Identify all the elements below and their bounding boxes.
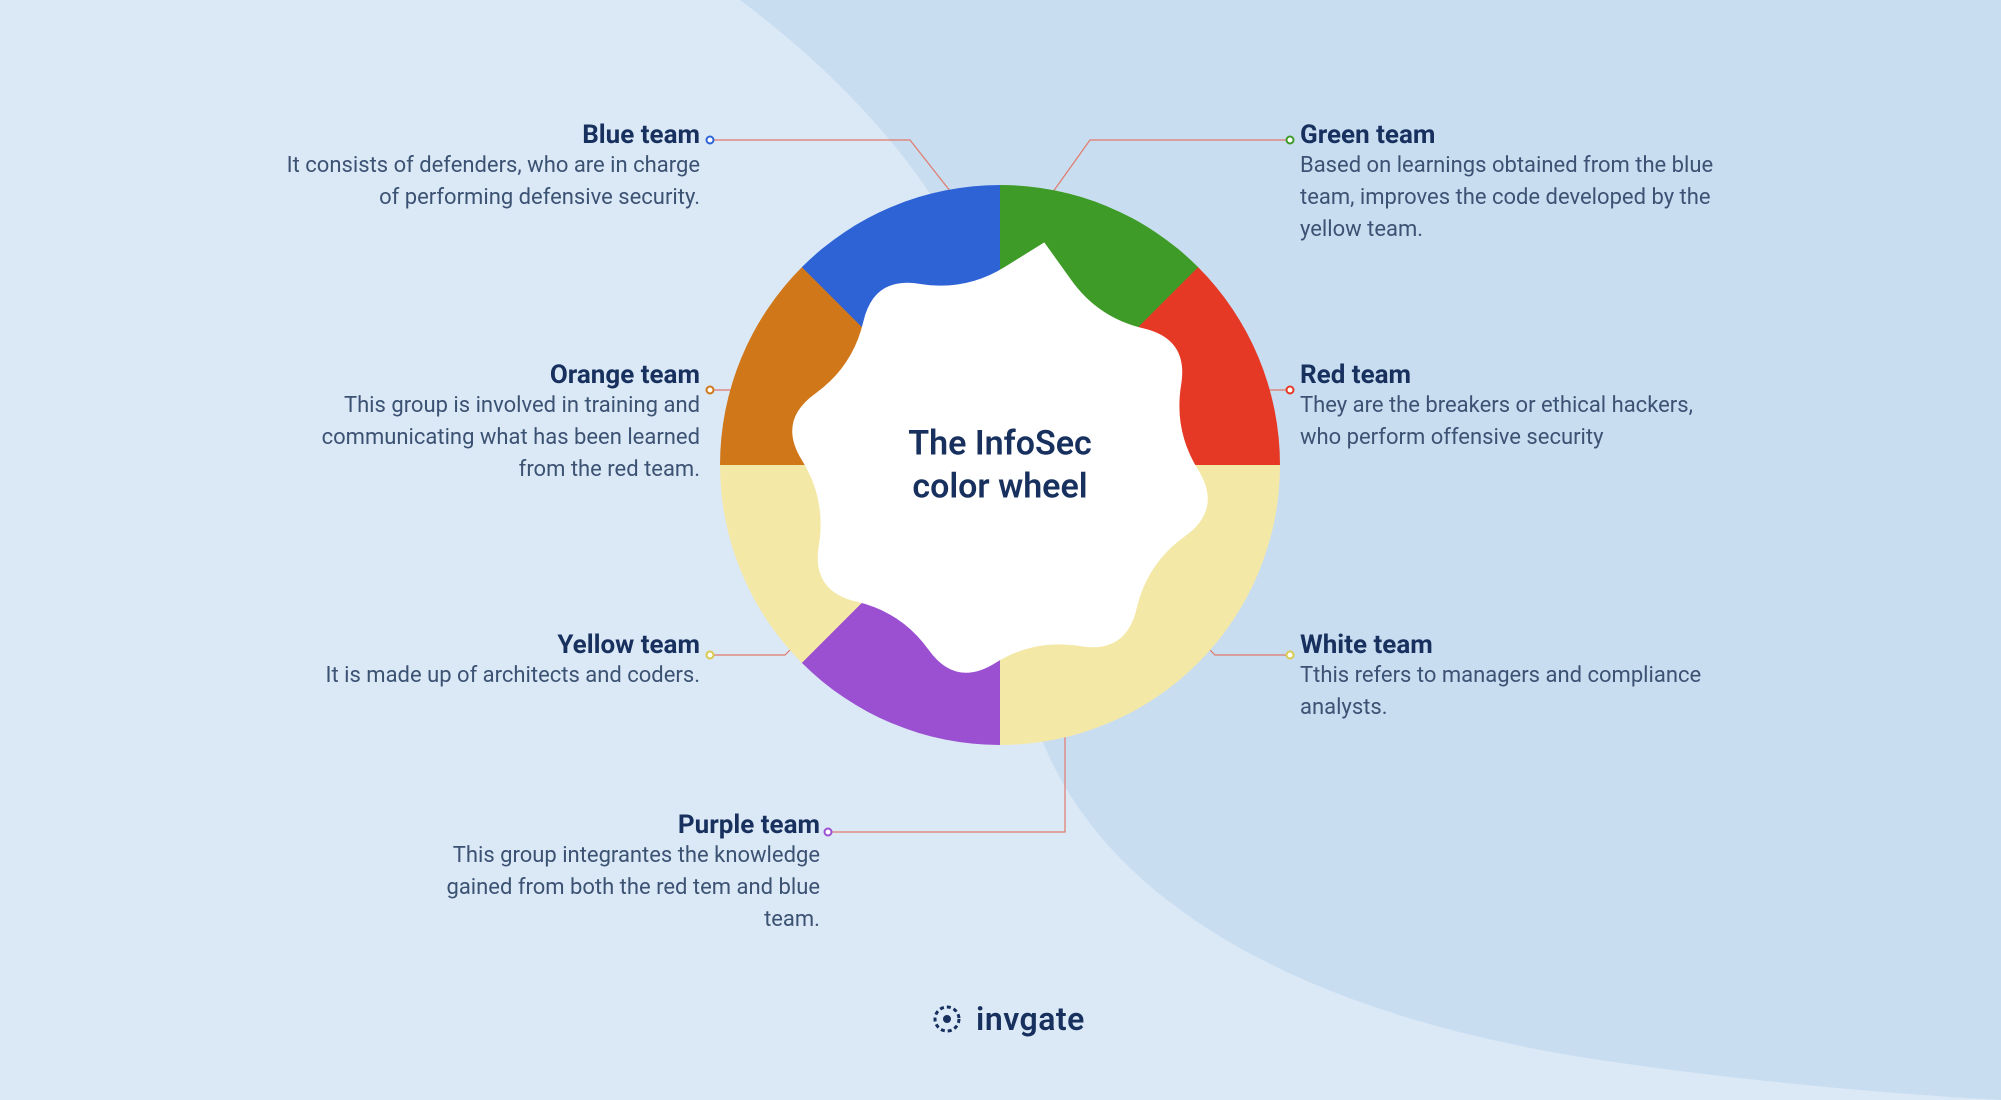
- team-title-red: Red team: [1300, 360, 1720, 390]
- color-wheel: The InfoSec color wheel: [720, 185, 1280, 745]
- team-title-yellow: Yellow team: [326, 630, 701, 660]
- team-title-green: Green team: [1300, 120, 1720, 150]
- leader-dot-green: [1286, 136, 1295, 145]
- wheel-center-title: The InfoSec color wheel: [836, 423, 1164, 508]
- team-desc-white: Tthis refers to managers and compliance …: [1300, 660, 1720, 724]
- team-title-white: White team: [1300, 630, 1720, 660]
- leader-dot-red: [1286, 386, 1295, 395]
- team-desc-green: Based on learnings obtained from the blu…: [1300, 150, 1720, 246]
- team-title-orange: Orange team: [280, 360, 700, 390]
- team-label-yellow: Yellow teamIt is made up of architects a…: [326, 630, 701, 692]
- team-label-blue: Blue teamIt consists of defenders, who a…: [280, 120, 700, 214]
- team-title-purple: Purple team: [400, 810, 820, 840]
- brand-logo: invgate: [930, 1000, 1085, 1038]
- leader-dot-white: [1286, 651, 1295, 660]
- center-title-line1: The InfoSec: [836, 423, 1164, 466]
- team-title-blue: Blue team: [280, 120, 700, 150]
- team-desc-blue: It consists of defenders, who are in cha…: [280, 150, 700, 214]
- team-label-green: Green teamBased on learnings obtained fr…: [1300, 120, 1720, 246]
- infographic-canvas: The InfoSec color wheel Blue teamIt cons…: [0, 0, 2001, 1100]
- center-title-line2: color wheel: [836, 465, 1164, 508]
- team-desc-red: They are the breakers or ethical hackers…: [1300, 390, 1720, 454]
- team-label-white: White teamTthis refers to managers and c…: [1300, 630, 1720, 724]
- team-label-orange: Orange teamThis group is involved in tra…: [280, 360, 700, 486]
- brand-text: invgate: [976, 1000, 1085, 1038]
- leader-dot-purple: [824, 828, 833, 837]
- team-desc-purple: This group integrantes the knowledge gai…: [400, 840, 820, 936]
- leader-dot-yellow: [706, 651, 715, 660]
- brand-icon: [930, 1002, 964, 1036]
- team-desc-yellow: It is made up of architects and coders.: [326, 660, 701, 692]
- leader-dot-blue: [706, 136, 715, 145]
- team-label-purple: Purple teamThis group integrantes the kn…: [400, 810, 820, 936]
- team-desc-orange: This group is involved in training and c…: [280, 390, 700, 486]
- leader-dot-orange: [706, 386, 715, 395]
- team-label-red: Red teamThey are the breakers or ethical…: [1300, 360, 1720, 454]
